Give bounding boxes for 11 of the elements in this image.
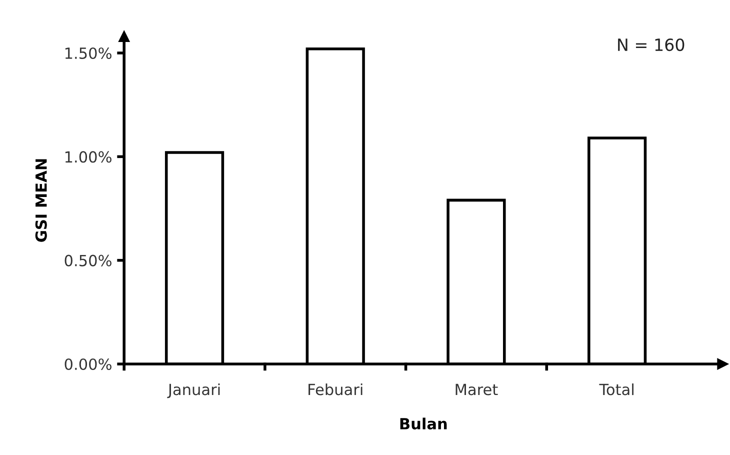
- x-tick-label: Maret: [456, 384, 498, 396]
- y-tick-label: 1.50%: [65, 47, 112, 60]
- x-tick-label: Januari: [167, 383, 220, 398]
- y-tick-label: 0.00%: [64, 358, 112, 370]
- y-axis-title: GSI MEAN: [35, 159, 47, 242]
- x-tick-label: Total: [599, 383, 634, 396]
- y-tick-label: 1.00%: [65, 151, 112, 163]
- annotation: N = 160: [618, 38, 684, 52]
- y-tick-label: 0.50%: [64, 254, 112, 266]
- x-axis-title: Bulan: [400, 418, 447, 430]
- x-tick-label: Febuari: [308, 383, 362, 396]
